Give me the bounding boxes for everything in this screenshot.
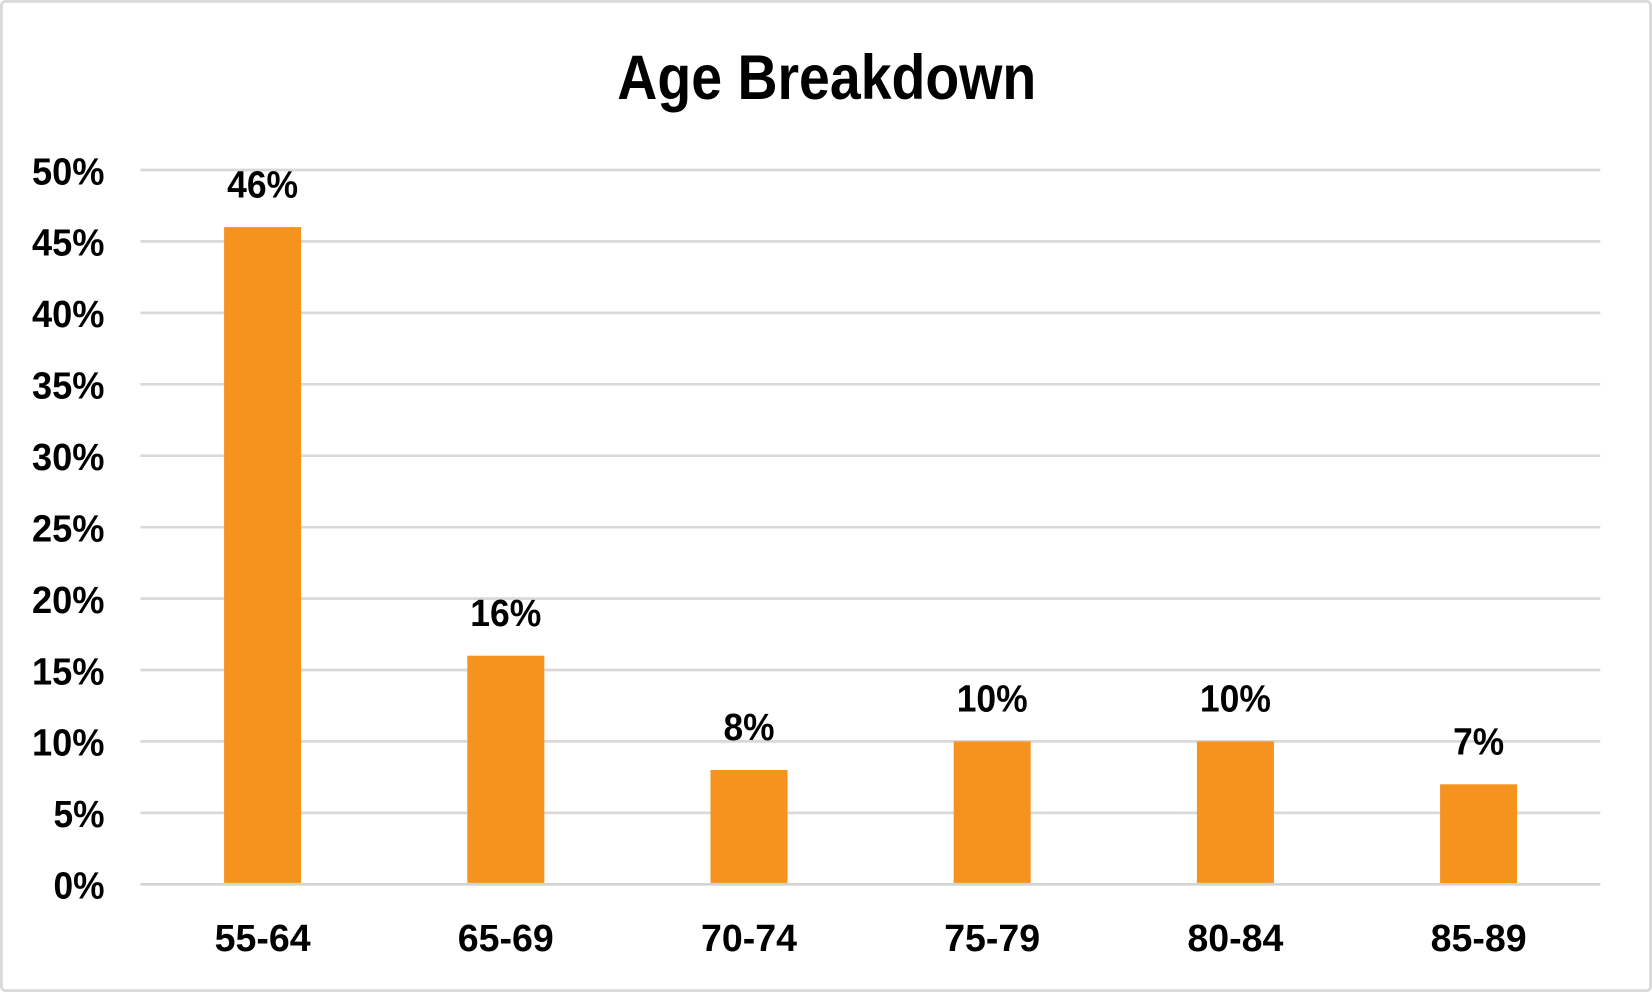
svg-text:5%: 5%	[54, 794, 105, 836]
svg-text:20%: 20%	[32, 580, 105, 622]
svg-text:40%: 40%	[32, 294, 105, 336]
svg-text:25%: 25%	[32, 509, 105, 551]
svg-text:16%: 16%	[470, 593, 541, 635]
svg-text:10%: 10%	[957, 679, 1028, 721]
svg-text:8%: 8%	[724, 707, 775, 749]
svg-text:10%: 10%	[1200, 679, 1271, 721]
svg-text:7%: 7%	[1453, 722, 1504, 764]
svg-text:35%: 35%	[32, 366, 105, 408]
svg-text:30%: 30%	[32, 437, 105, 479]
svg-text:0%: 0%	[54, 866, 105, 908]
svg-text:50%: 50%	[32, 151, 105, 193]
svg-text:15%: 15%	[32, 651, 105, 693]
svg-text:80-84: 80-84	[1187, 918, 1283, 960]
svg-text:70-74: 70-74	[701, 918, 797, 960]
svg-text:45%: 45%	[32, 223, 105, 265]
svg-text:85-89: 85-89	[1431, 918, 1527, 960]
svg-text:46%: 46%	[227, 164, 298, 206]
svg-text:Age Breakdown: Age Breakdown	[617, 43, 1036, 113]
svg-text:75-79: 75-79	[944, 918, 1040, 960]
svg-text:10%: 10%	[32, 723, 105, 765]
svg-text:65-69: 65-69	[458, 918, 554, 960]
svg-text:55-64: 55-64	[215, 918, 311, 960]
